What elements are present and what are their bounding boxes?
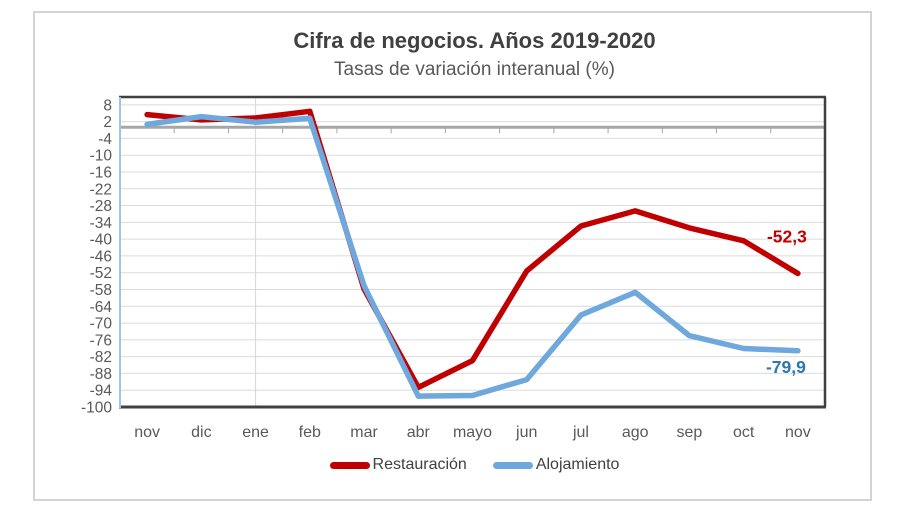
x-tick-label: mar bbox=[350, 424, 378, 441]
legend-item-alojamiento: Alojamiento bbox=[492, 456, 620, 474]
x-tick-label: feb bbox=[299, 424, 321, 441]
series-line-restauración bbox=[144, 108, 801, 391]
y-tick-label: -40 bbox=[90, 232, 113, 249]
y-tick-label: -76 bbox=[90, 332, 112, 349]
legend-label-restauracion: Restauración bbox=[372, 456, 467, 473]
y-tick-label: -22 bbox=[90, 181, 112, 198]
y-tick-label: -64 bbox=[90, 299, 113, 316]
x-tick-label: dic bbox=[191, 424, 211, 441]
x-tick-label: oct bbox=[733, 424, 755, 441]
y-tick-label: -82 bbox=[90, 349, 112, 366]
x-tick-label: nov bbox=[785, 424, 811, 441]
y-tick-label: -88 bbox=[90, 366, 112, 383]
legend: Restauración Alojamiento bbox=[122, 454, 827, 476]
y-tick-label: -16 bbox=[90, 164, 112, 181]
x-tick-label: nov bbox=[134, 424, 160, 441]
x-tick-label: jun bbox=[515, 424, 537, 441]
y-tick-label: -58 bbox=[90, 282, 112, 299]
data-label-restauración: -52,3 bbox=[767, 227, 807, 247]
legend-label-alojamiento: Alojamiento bbox=[535, 456, 620, 473]
x-tick-label: jul bbox=[572, 424, 589, 441]
x-tick-label: sep bbox=[677, 424, 703, 441]
x-tick-label: ene bbox=[242, 424, 269, 441]
y-tick-label: -28 bbox=[90, 198, 112, 215]
legend-swatch-alojamiento-icon bbox=[492, 461, 533, 469]
y-tick-label: -100 bbox=[81, 400, 112, 417]
legend-item-restauracion: Restauración bbox=[329, 456, 467, 474]
data-label-alojamiento: -79,9 bbox=[766, 357, 806, 377]
x-tick-label: ago bbox=[622, 424, 649, 441]
y-tick-label: 2 bbox=[103, 114, 112, 131]
y-tick-label: -70 bbox=[90, 316, 113, 333]
series-line-alojamiento bbox=[144, 113, 801, 399]
y-tick-label: -4 bbox=[98, 131, 112, 148]
y-tick-label: -52 bbox=[90, 265, 112, 282]
y-tick-label: -10 bbox=[90, 148, 113, 165]
y-tick-label: -34 bbox=[90, 215, 113, 232]
x-tick-label: abr bbox=[407, 424, 431, 441]
legend-swatch-restauracion-icon bbox=[329, 461, 370, 469]
y-tick-label: -94 bbox=[90, 383, 113, 400]
y-tick-label: 8 bbox=[103, 97, 112, 114]
y-tick-label: -46 bbox=[90, 248, 112, 265]
x-tick-label: mayo bbox=[453, 424, 492, 441]
